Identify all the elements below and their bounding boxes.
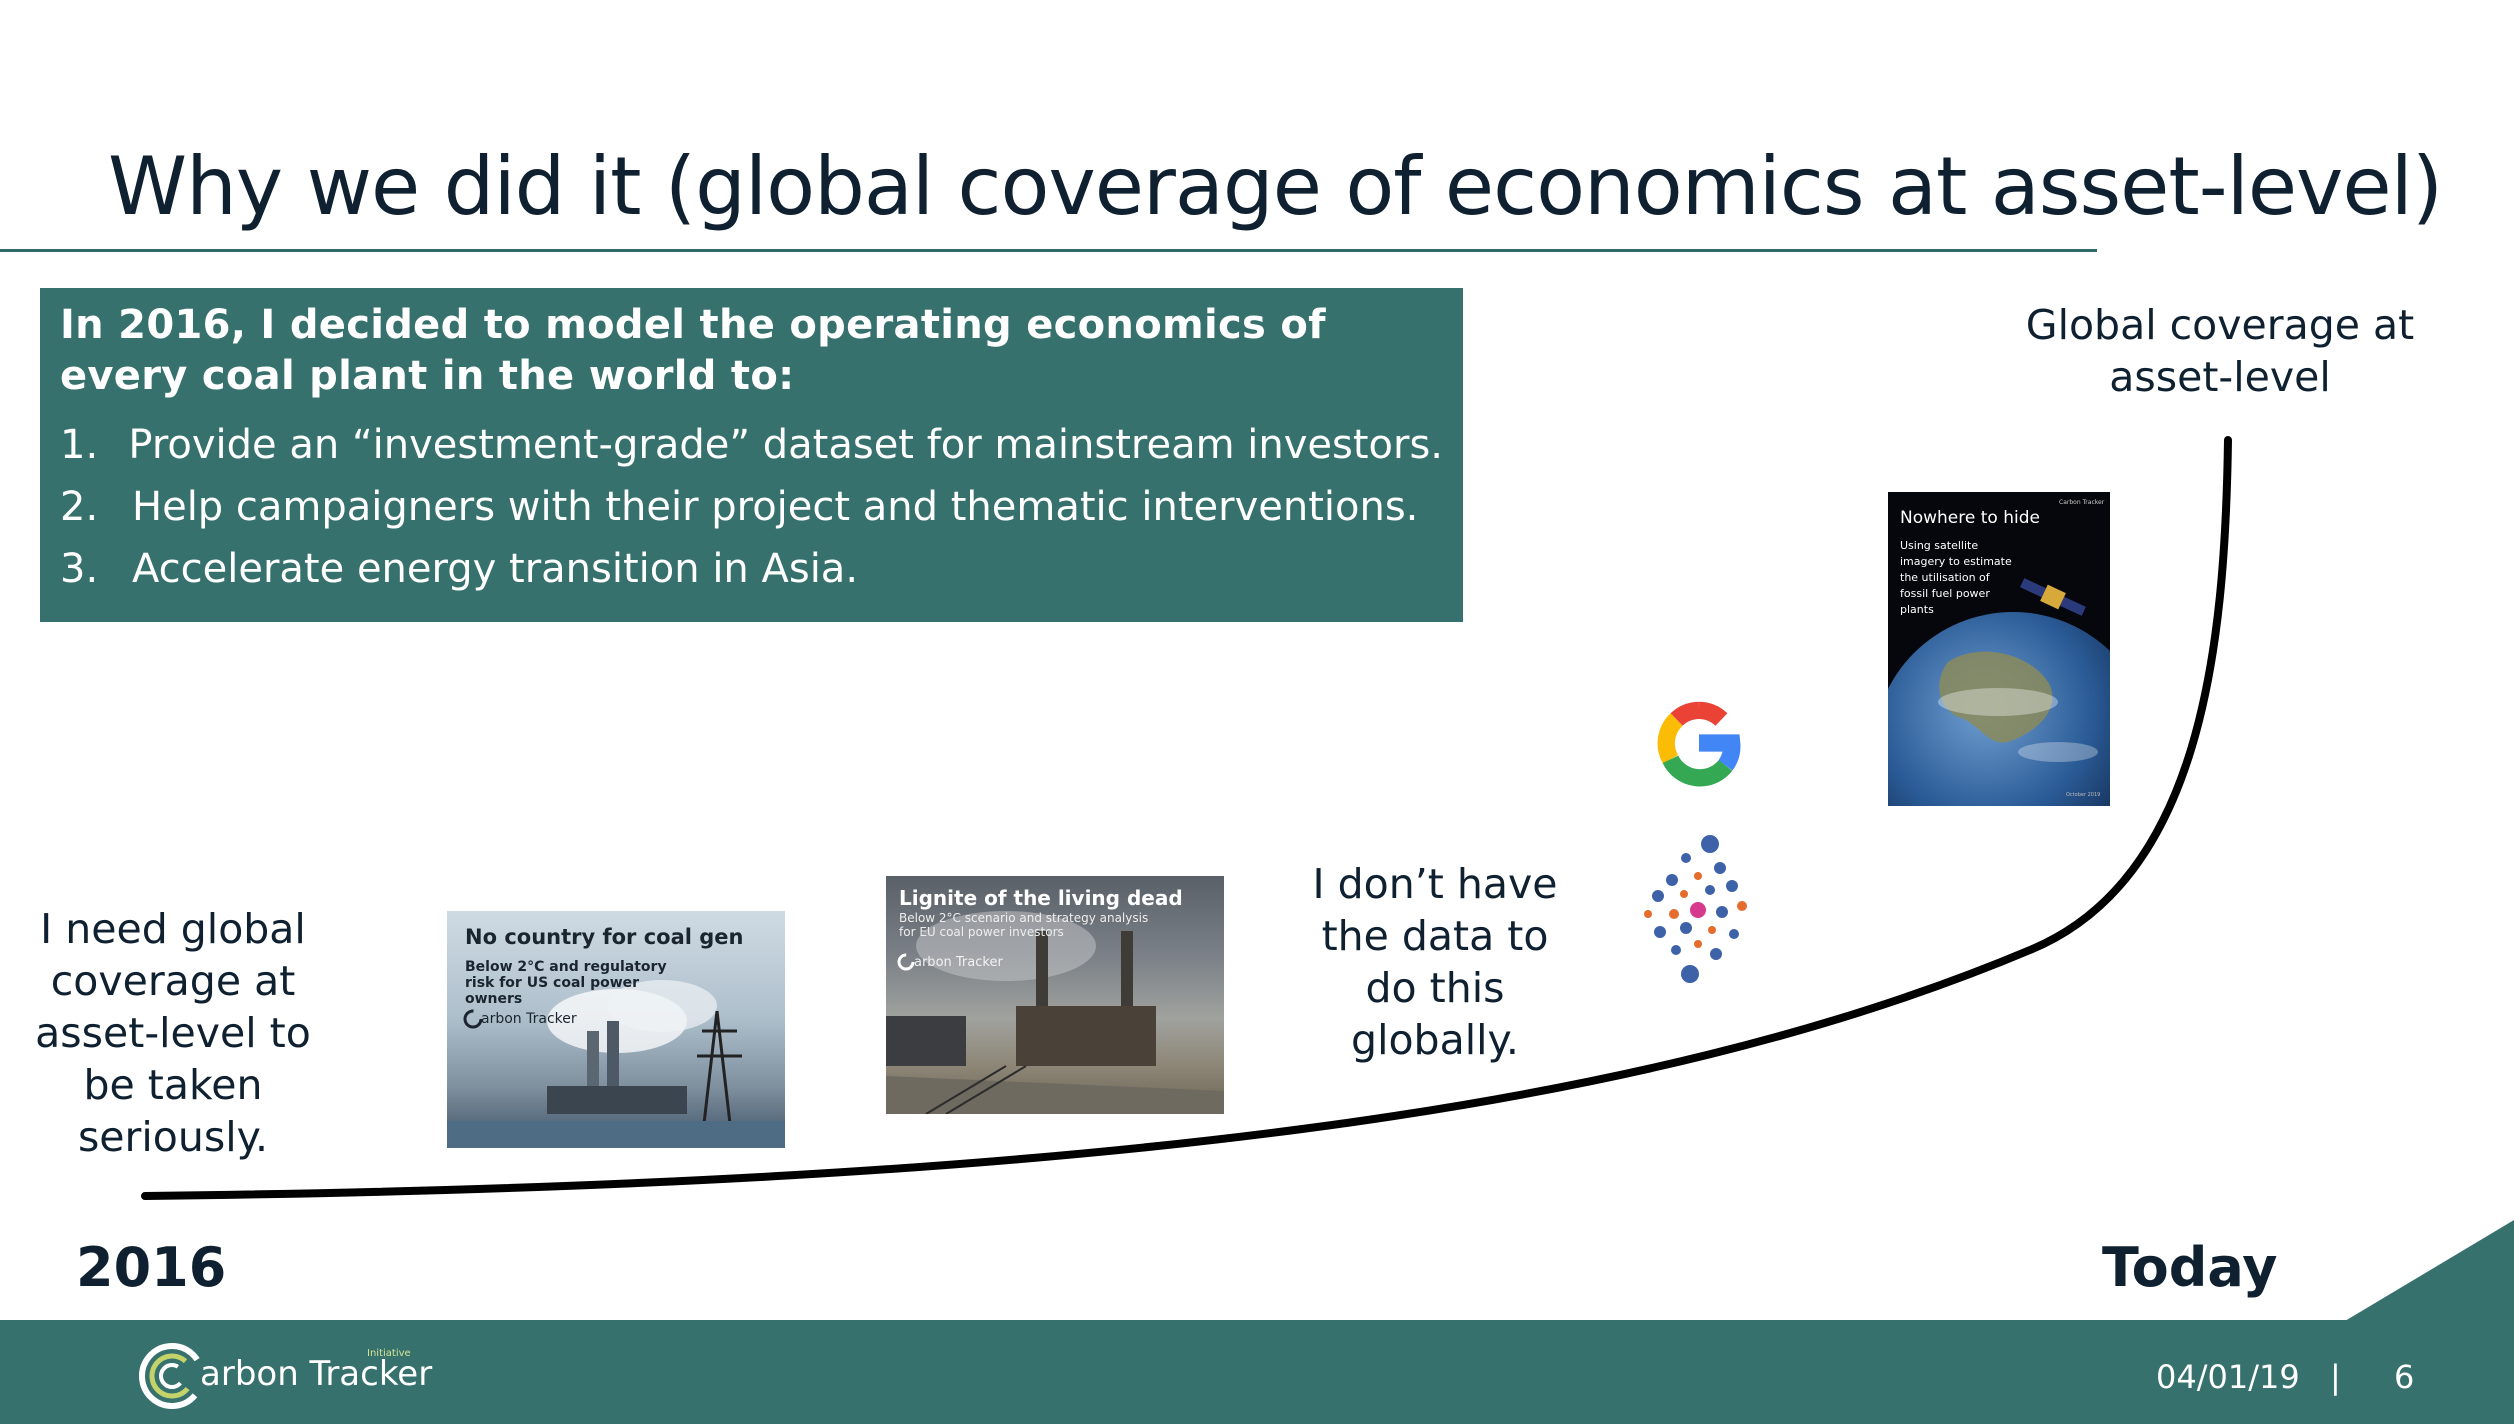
report-thumbnail-no-country: No country for coal gen Below 2°C and re…	[447, 911, 785, 1148]
report-thumbnail-lignite: Lignite of the living dead Below 2°C sce…	[886, 876, 1224, 1114]
report-subtitle: Using satellite imagery to estimate the …	[1900, 539, 2012, 616]
report-brand: Carbon Tracker	[2059, 499, 2105, 506]
intro-item: 2. Help campaigners with their project an…	[60, 476, 1443, 538]
intro-list: 1. Provide an “investment-grade” dataset …	[60, 414, 1443, 600]
intro-item-text: Help campaigners with their project and …	[132, 484, 1419, 530]
no-data-label: I don’t have the data to do this globall…	[1312, 860, 1558, 1064]
power-plant-illustration	[447, 980, 785, 1148]
footer-logo-small: Initiative	[367, 1348, 411, 1359]
intro-item-text: Accelerate energy transition in Asia.	[132, 546, 859, 592]
earth-satellite-illustration	[1888, 578, 2110, 806]
report-brand: arbon Tracker	[914, 955, 1003, 970]
report-subtitle: Below 2°C and regulatory risk for US coa…	[465, 959, 667, 1008]
growth-curve-line	[141, 436, 2232, 1200]
report-title: No country for coal gen	[465, 925, 744, 949]
footer-bar: arbon Tracker Initiative 04/01/19 | 6	[0, 1320, 2514, 1424]
report-title: Lignite of the living dead	[899, 886, 1183, 910]
report-brand: arbon Tracker	[481, 1011, 577, 1027]
footer-logo-text: arbon Tracker	[200, 1354, 433, 1394]
report-title: Nowhere to hide	[1900, 508, 2040, 528]
global-coverage-label: Global coverage at asset-level	[2025, 301, 2415, 401]
report-date: October 2019	[2066, 792, 2101, 798]
intro-item-number: 1.	[60, 422, 99, 468]
timeline-end-label: Today	[2102, 1236, 2278, 1299]
carbon-tracker-logo-icon	[463, 1009, 483, 1029]
carbon-tracker-logo-icon	[897, 953, 915, 971]
intro-item-number: 2.	[60, 484, 99, 530]
footer-separator: |	[2330, 1358, 2341, 1396]
start-need-label: I need global coverage at asset-level to…	[35, 905, 311, 1161]
intro-item: 3. Accelerate energy transition in Asia.	[60, 538, 1443, 600]
intro-item: 1. Provide an “investment-grade” dataset …	[60, 414, 1443, 476]
page-number: 6	[2394, 1358, 2415, 1396]
carbon-tracker-logo-icon	[139, 1343, 205, 1409]
intro-text: In 2016, I decided to model the operatin…	[60, 302, 1326, 399]
report-subtitle: Below 2°C scenario and strategy analysis…	[899, 911, 1149, 939]
title-divider	[0, 249, 2097, 252]
intro-item-number: 3.	[60, 546, 99, 592]
google-logo-icon	[1657, 701, 1741, 787]
footer-date: 04/01/19	[2156, 1358, 2300, 1396]
report-thumbnail-nowhere-to-hide: Nowhere to hide Using satellite imagery …	[1888, 492, 2110, 806]
footer-wedge	[2340, 1220, 2514, 1324]
timeline-start-label: 2016	[76, 1236, 227, 1299]
page-title: Why we did it (global coverage of econom…	[108, 140, 2443, 233]
data-network-icon	[1644, 835, 1747, 983]
intro-box: In 2016, I decided to model the operatin…	[40, 288, 1463, 622]
power-station-illustration	[886, 911, 1224, 1114]
intro-item-text: Provide an “investment-grade” dataset fo…	[128, 422, 1443, 468]
